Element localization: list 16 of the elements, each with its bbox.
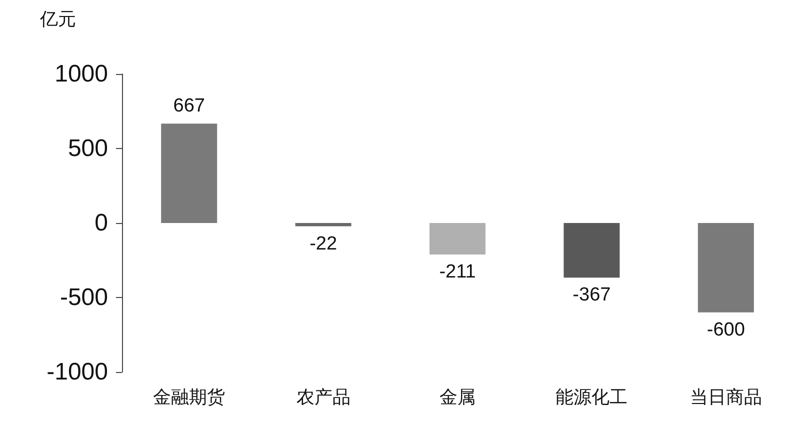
x-tick-label: 金融期货: [153, 387, 226, 407]
data-label: -367: [572, 284, 611, 306]
data-label: -211: [439, 261, 476, 282]
y-axis-title: 亿元: [39, 9, 76, 29]
y-tick-label: -1000: [46, 358, 108, 386]
y-tick-label: -500: [60, 284, 108, 311]
y-tick-label: 0: [94, 210, 108, 236]
x-tick-label: 能源化工: [556, 387, 628, 407]
x-tick-label: 农产品: [296, 387, 350, 407]
data-label: -22: [310, 233, 338, 254]
data-label: 667: [173, 96, 205, 117]
data-label: -600: [706, 319, 745, 340]
y-tick-label: 1000: [54, 60, 108, 88]
x-tick-label: 金属: [440, 387, 476, 407]
y-tick-label: 500: [68, 135, 108, 162]
x-tick-label: 当日商品: [690, 387, 762, 407]
